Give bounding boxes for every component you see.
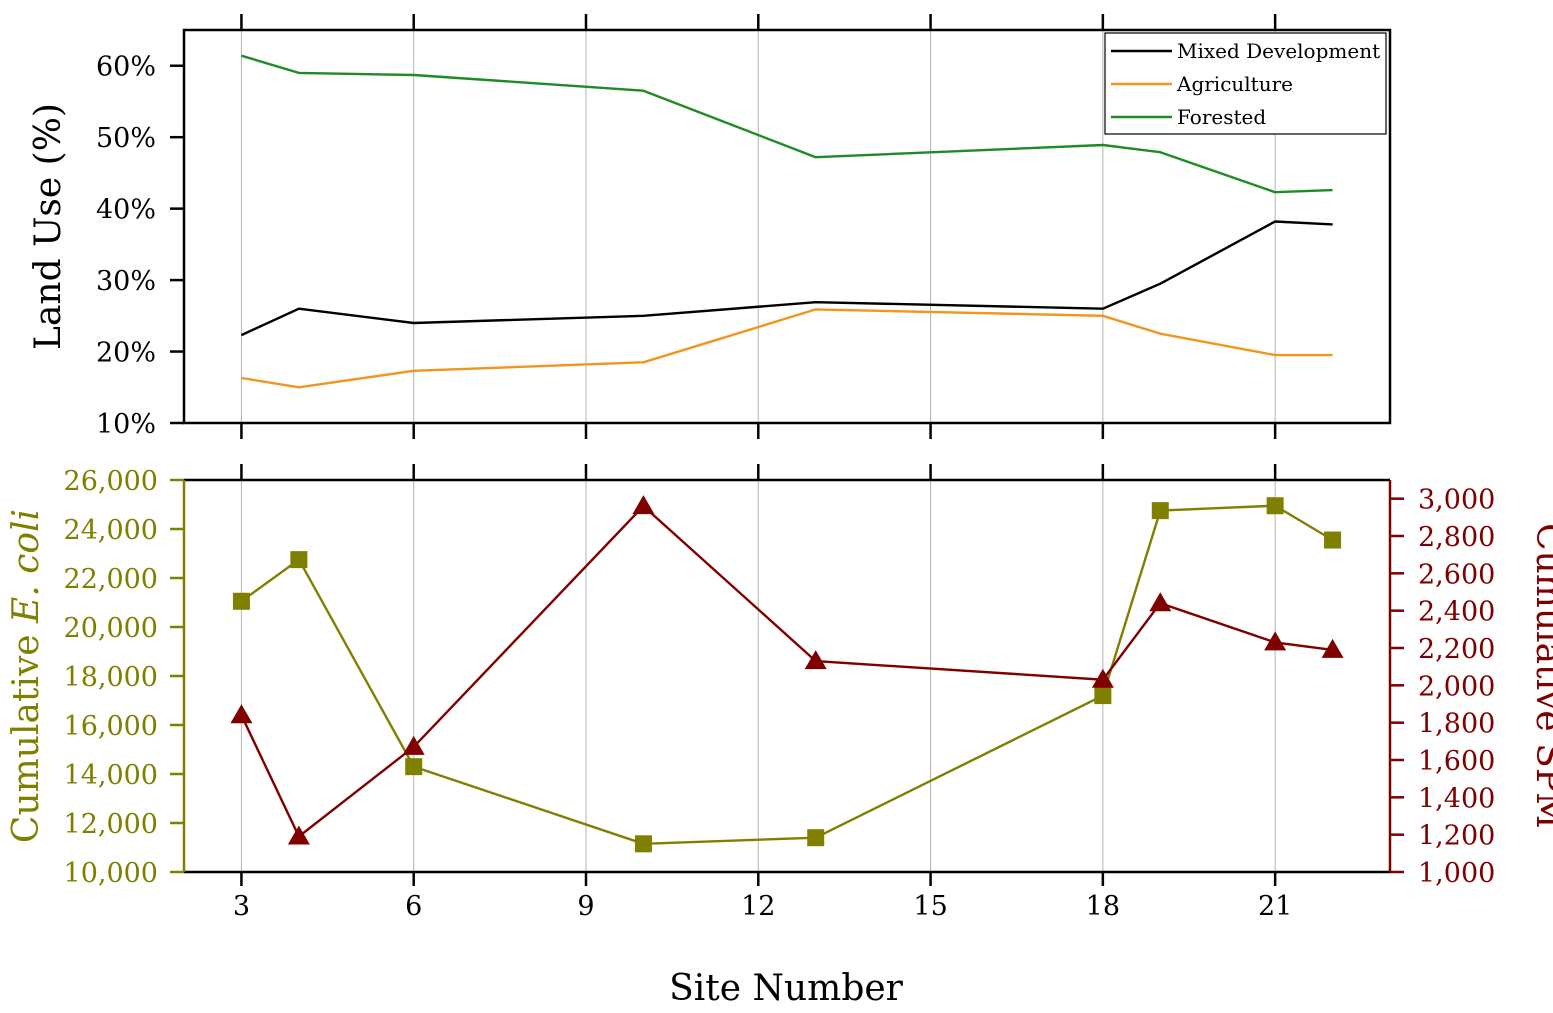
spm-y-tick-label-1800: 1,800 <box>1418 709 1495 740</box>
spm-point-site-19 <box>1149 592 1172 612</box>
spm-y-tick-label-1200: 1,200 <box>1418 821 1495 852</box>
spm-point-site-13 <box>804 650 827 670</box>
spm-point-site-18 <box>1091 668 1114 688</box>
legend-label-forested: Forested <box>1177 105 1266 129</box>
spm-point-site-22 <box>1321 638 1344 658</box>
spm-y-tick-label-2200: 2,200 <box>1418 634 1495 665</box>
series-line-agriculture <box>241 308 1333 389</box>
land-use-y-tick-label-30: 30% <box>96 266 156 297</box>
legend-label-mixed-development: Mixed Development <box>1177 39 1380 63</box>
land-use-y-tick-label-50: 50% <box>96 123 156 154</box>
bottom-panel-gridlines <box>240 480 1276 872</box>
spm-point-site-6 <box>402 735 425 755</box>
land-use-y-axis-title: Land Use (%) <box>28 103 69 350</box>
series-line-forested <box>241 54 1333 194</box>
ecoli-y-tick-label-22000: 22,000 <box>64 564 158 595</box>
ecoli-point-site-3 <box>232 592 250 610</box>
ecoli-y-tick-label-10000: 10,000 <box>64 858 158 889</box>
spm-y-tick-label-1400: 1,400 <box>1418 783 1495 814</box>
ecoli-point-site-4 <box>290 551 308 569</box>
ecoli-point-site-19 <box>1151 502 1169 520</box>
spm-point-site-21 <box>1264 631 1287 651</box>
ecoli-y-axis-title-prefix: Cumulative <box>6 623 47 843</box>
legend-label-agriculture: Agriculture <box>1176 72 1293 96</box>
ecoli-y-tick-label-14000: 14,000 <box>64 760 158 791</box>
spm-y-tick-label-1000: 1,000 <box>1418 858 1495 889</box>
ecoli-y-tick-label-18000: 18,000 <box>64 662 158 693</box>
x-axis-title: Site Number <box>669 968 904 1009</box>
ecoli-point-site-21 <box>1266 497 1284 515</box>
spm-y-tick-label-2600: 2,600 <box>1418 559 1495 590</box>
ecoli-y-tick-label-24000: 24,000 <box>64 515 158 546</box>
x-tick-label-15: 15 <box>913 891 947 922</box>
ecoli-point-site-18 <box>1094 687 1112 705</box>
ecoli-y-tick-label-12000: 12,000 <box>64 809 158 840</box>
x-tick-label-12: 12 <box>741 891 775 922</box>
spm-y-tick-label-2000: 2,000 <box>1418 671 1495 702</box>
spm-point-site-4 <box>287 825 310 845</box>
ecoli-y-axis-title-italic: E. coli <box>6 509 47 624</box>
ecoli-series-line <box>240 504 1334 846</box>
ecoli-point-site-13 <box>807 829 825 847</box>
ecoli-point-site-6 <box>405 758 423 776</box>
x-tick-label-21: 21 <box>1258 891 1292 922</box>
series-line-mixed-development <box>240 220 1333 337</box>
ecoli-y-axis-title: Cumulative E. coli <box>6 509 47 843</box>
x-tick-label-6: 6 <box>405 891 422 922</box>
ecoli-y-tick-label-16000: 16,000 <box>64 711 158 742</box>
top-panel-series <box>240 54 1333 389</box>
bottom-panel-series <box>230 495 1344 853</box>
top-panel-frame <box>182 28 1392 425</box>
chart-axes <box>170 14 1404 886</box>
x-tick-label-3: 3 <box>233 891 250 922</box>
spm-point-site-3 <box>230 704 253 724</box>
land-use-y-tick-label-60: 60% <box>96 52 156 83</box>
ecoli-y-tick-label-20000: 20,000 <box>64 613 158 644</box>
x-tick-label-9: 9 <box>577 891 594 922</box>
x-tick-label-18: 18 <box>1086 891 1120 922</box>
legend: Mixed Development Agriculture Forested <box>1104 32 1387 135</box>
spm-point-site-10 <box>632 495 655 515</box>
ecoli-point-site-10 <box>634 835 652 853</box>
ecoli-y-tick-label-26000: 26,000 <box>64 466 158 497</box>
spm-y-tick-label-2800: 2,800 <box>1418 522 1495 553</box>
spm-y-tick-label-1600: 1,600 <box>1418 746 1495 777</box>
spm-y-tick-label-2400: 2,400 <box>1418 597 1495 628</box>
land-use-y-tick-label-20: 20% <box>96 338 156 369</box>
spm-y-tick-label-3000: 3,000 <box>1418 485 1495 516</box>
spm-y-axis-title: Cumulative SPM <box>1528 523 1553 829</box>
spm-series-line <box>240 504 1333 839</box>
land-use-y-tick-label-40: 40% <box>96 195 156 226</box>
ecoli-point-site-22 <box>1324 531 1342 549</box>
land-use-y-tick-label-10: 10% <box>96 409 156 440</box>
axis-labels: 3 6 9 12 15 18 21 10% 20% 30% 40% 50% 60% 10,000 12,00… <box>6 52 1553 1009</box>
